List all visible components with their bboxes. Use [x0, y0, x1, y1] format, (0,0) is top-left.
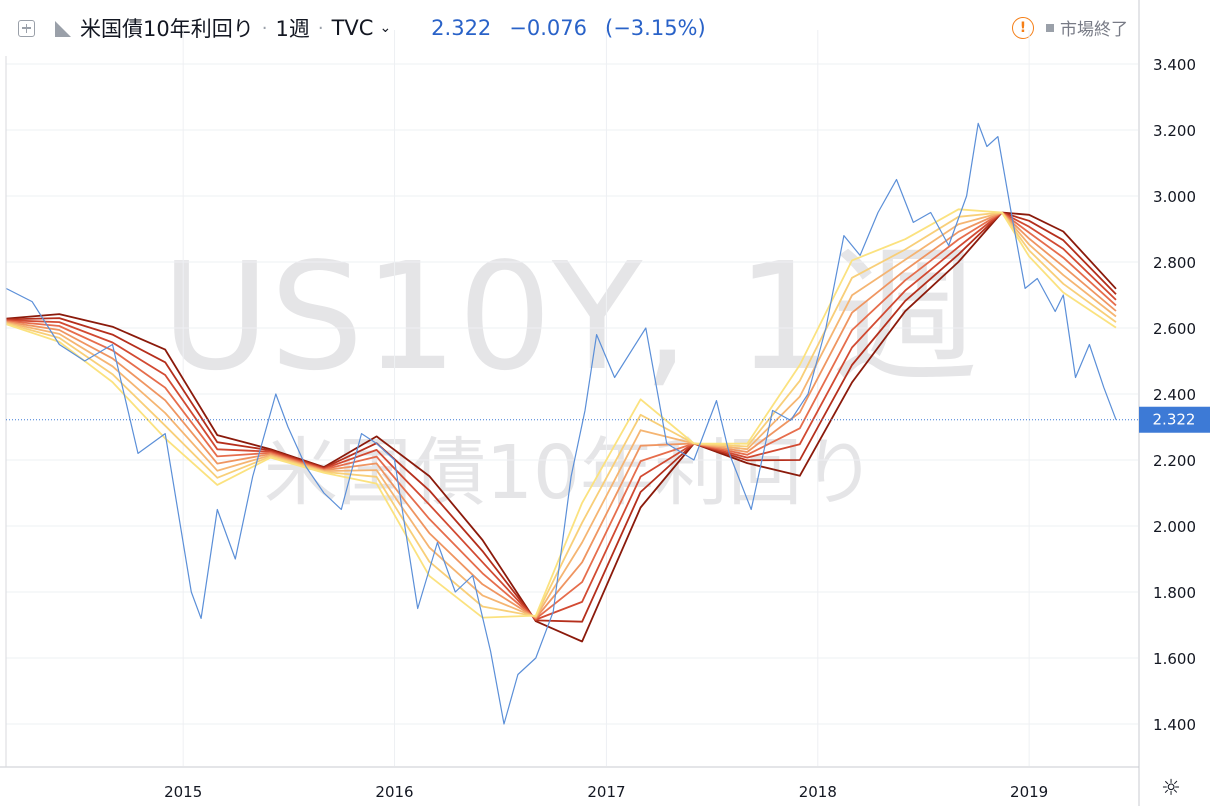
ma-line: [5, 211, 1117, 623]
price-line: [5, 122, 1117, 725]
y-tick-label: 3.200: [1153, 122, 1196, 140]
ma-line: [5, 211, 1117, 643]
ma-ribbon: [5, 208, 1117, 643]
watermark-description: 米国債10年利回り: [264, 430, 876, 516]
ma-line: [5, 211, 1117, 618]
source-label[interactable]: TVC: [331, 16, 374, 40]
price-change: −0.076: [509, 16, 588, 40]
flag-icon[interactable]: [55, 21, 71, 37]
x-tick-label: 2018: [799, 783, 837, 801]
y-tick-label: 2.600: [1153, 320, 1196, 338]
y-tick-label: 3.400: [1153, 56, 1196, 74]
y-tick-label: 2.800: [1153, 254, 1196, 272]
price-series: [5, 122, 1117, 725]
y-tick-label: 1.600: [1153, 650, 1196, 668]
market-status: ! 市場終了: [1012, 15, 1128, 40]
ma-line: [5, 211, 1117, 619]
last-price: 2.322: [431, 16, 492, 40]
y-tick-label: 2.000: [1153, 518, 1196, 536]
separator-dot: ·: [317, 17, 324, 39]
interval-label[interactable]: 1週: [275, 17, 310, 41]
ma-line: [5, 208, 1117, 619]
status-square-icon: [1046, 23, 1054, 32]
ma-line: [5, 211, 1117, 620]
ma-line: [5, 211, 1117, 619]
market-status-text: 市場終了: [1060, 20, 1128, 40]
expand-icon[interactable]: [18, 19, 35, 37]
symbol-name[interactable]: 米国債10年利回り: [80, 17, 254, 41]
x-tick-label: 2017: [587, 783, 625, 801]
watermark-symbol: US10Y, 1週: [161, 231, 978, 403]
y-tick-label: 1.800: [1153, 584, 1196, 602]
last-price-label-bg: [1139, 406, 1210, 433]
warning-icon[interactable]: !: [1012, 16, 1034, 39]
x-tick-label: 2016: [375, 783, 413, 801]
chevron-down-icon[interactable]: ⌄: [379, 20, 392, 36]
y-tick-label: 2.400: [1153, 386, 1196, 404]
gear-icon[interactable]: ☼: [1161, 776, 1181, 801]
legend-header: 米国債10年利回り · 1週 · TVC ⌄ 2.322 −0.076 (−3.…: [0, 0, 1140, 56]
grid-lines: [6, 30, 1138, 766]
separator-dot: ·: [261, 17, 268, 39]
price-change-percent: (−3.15%): [605, 16, 706, 40]
x-tick-label: 2019: [1010, 783, 1048, 801]
y-tick-label: 2.200: [1153, 452, 1196, 470]
last-price-label: 2.322: [1153, 411, 1196, 429]
y-tick-label: 1.400: [1153, 716, 1196, 734]
y-tick-label: 3.000: [1153, 188, 1196, 206]
ma-line: [5, 211, 1117, 621]
x-tick-label: 2015: [164, 783, 202, 801]
